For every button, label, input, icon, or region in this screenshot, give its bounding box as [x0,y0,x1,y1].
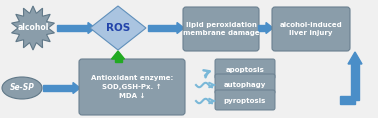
FancyBboxPatch shape [79,59,185,115]
Polygon shape [12,6,54,50]
Polygon shape [340,96,355,104]
Polygon shape [88,23,95,34]
FancyBboxPatch shape [215,74,275,94]
Polygon shape [177,23,184,34]
Polygon shape [115,59,121,62]
FancyBboxPatch shape [183,7,259,51]
FancyBboxPatch shape [215,90,275,110]
Text: Se-SP: Se-SP [9,84,34,93]
Polygon shape [112,51,124,59]
Text: pyroptosis: pyroptosis [224,98,266,104]
Text: ROS: ROS [106,23,130,33]
Polygon shape [258,25,266,31]
Polygon shape [348,52,362,64]
Polygon shape [351,64,359,100]
Polygon shape [43,85,73,91]
Text: apoptosis: apoptosis [226,67,265,73]
FancyBboxPatch shape [272,7,350,51]
Polygon shape [90,6,146,50]
FancyBboxPatch shape [215,59,275,79]
Polygon shape [148,25,177,31]
Polygon shape [73,82,80,93]
Text: autophagy: autophagy [224,82,266,88]
Text: lipid peroxidation
membrane damage: lipid peroxidation membrane damage [183,22,259,36]
Text: alcohol: alcohol [17,23,49,32]
Text: Antioxidant enzyme:
SOD,GSH-Px. ↑
MDA ↓: Antioxidant enzyme: SOD,GSH-Px. ↑ MDA ↓ [91,75,173,99]
Text: alcohol-induced
liver injury: alcohol-induced liver injury [280,22,342,36]
Polygon shape [57,25,88,31]
Polygon shape [266,23,273,34]
Ellipse shape [2,77,42,99]
